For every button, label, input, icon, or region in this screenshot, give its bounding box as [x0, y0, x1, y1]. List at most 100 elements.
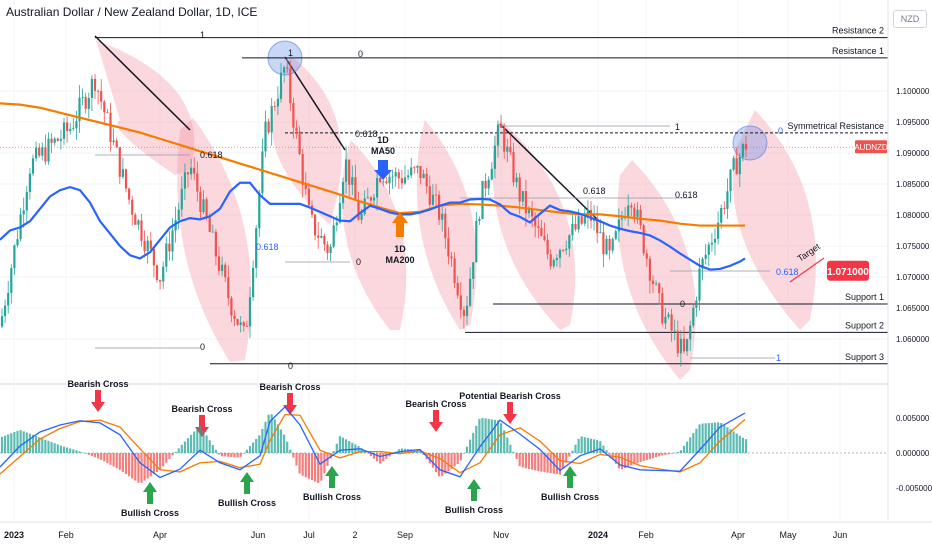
macd-histogram-bar [568, 453, 571, 457]
candle-body [425, 173, 428, 187]
target-value: 1.071000 [827, 267, 869, 278]
candle-body [630, 205, 633, 208]
macd-histogram-bar [13, 432, 16, 453]
currency-badge[interactable]: NZD [893, 10, 927, 28]
candle-body [546, 239, 549, 255]
bearish-cross-label: Potential Bearish Cross [459, 391, 561, 401]
macd-histogram-bar [565, 453, 568, 463]
candle-body [472, 262, 475, 279]
macd-histogram-bar [258, 435, 261, 453]
candle-body [109, 112, 112, 143]
macd-histogram-bar [645, 453, 648, 461]
macd-histogram-bar [701, 423, 704, 453]
candle-body [447, 238, 450, 257]
macd-histogram-bar [382, 453, 385, 462]
candle-body [524, 191, 527, 214]
candle-body [13, 245, 16, 269]
macd-histogram-bar [109, 453, 112, 465]
macd-histogram-bar [329, 453, 332, 459]
macd-histogram-bar [679, 450, 682, 453]
macd-histogram-bar [47, 440, 50, 453]
macd-histogram-bar [298, 453, 301, 474]
macd-histogram-bar [608, 453, 611, 455]
candle-body [717, 222, 720, 239]
candle-body [627, 205, 630, 217]
macd-histogram-bar [155, 453, 159, 473]
macd-histogram-bar [186, 438, 190, 453]
ma50-line [0, 181, 746, 271]
macd-histogram-bar [4, 435, 7, 453]
candle-body [555, 258, 558, 261]
macd-histogram-bar [338, 436, 341, 453]
macd-histogram-bar [227, 453, 230, 457]
trend-line [499, 123, 601, 223]
macd-histogram-bar [372, 453, 376, 459]
macd-histogram-bar [267, 414, 270, 453]
macd-histogram-bar [270, 414, 273, 453]
candle-body [410, 167, 413, 176]
time-tick-label: 2023 [4, 530, 24, 540]
candle-body [686, 339, 689, 352]
candle-body [661, 293, 664, 324]
macd-histogram-bar [106, 453, 109, 464]
candle-body [552, 260, 555, 267]
time-tick-label: Jul [303, 530, 315, 540]
candle-body [534, 216, 537, 227]
fib-label: 0 [200, 342, 205, 352]
candle-body [512, 152, 515, 183]
macd-histogram-bar [726, 427, 729, 453]
macd-histogram-bar [10, 433, 13, 453]
macd-histogram-bar [25, 432, 28, 453]
candle-body [617, 219, 620, 232]
candle-body [28, 173, 31, 192]
macd-histogram-bar [44, 439, 47, 453]
macd-histogram-bar [689, 437, 692, 453]
macd-tick-label: -0.005000 [896, 484, 932, 493]
fib-label: 0.618 [200, 150, 223, 160]
candle-body [75, 121, 78, 129]
macd-histogram-bar [655, 453, 658, 458]
candle-body [4, 305, 7, 317]
macd-histogram-bar [475, 425, 478, 453]
candle-body [444, 213, 447, 239]
candle-body [41, 147, 44, 156]
time-tick-label: Feb [58, 530, 74, 540]
macd-histogram-bar [66, 447, 69, 453]
candle-body [419, 166, 422, 179]
macd-histogram-bar [22, 431, 25, 453]
candle-body [267, 121, 270, 133]
candle-body [59, 138, 62, 141]
candle-body [341, 181, 345, 204]
macd-histogram-bar [593, 439, 596, 453]
candle-body [236, 319, 239, 325]
candle-body [131, 199, 134, 215]
fib-label: 0 [358, 49, 363, 59]
candle-body [620, 218, 624, 220]
macd-histogram-bar [273, 419, 276, 453]
candle-body [738, 156, 741, 175]
candle-body [707, 244, 710, 255]
bearish-cross-arrow [283, 393, 297, 415]
candle-body [84, 97, 87, 109]
candle-body [506, 146, 509, 152]
candle-body [202, 199, 205, 212]
trend-line [94, 35, 191, 131]
macd-histogram-bar [450, 453, 453, 469]
candle-body [636, 209, 639, 217]
macd-histogram-bar [630, 453, 633, 466]
candle-body [682, 338, 686, 352]
macd-histogram-bar [360, 448, 363, 453]
candle-body [310, 205, 314, 215]
macd-histogram-bar [540, 453, 543, 472]
time-tick-label: Jun [833, 530, 848, 540]
candle-body [66, 122, 69, 132]
candle-body [723, 207, 726, 209]
candle-body [577, 216, 580, 230]
fib-label: 0 [356, 257, 361, 267]
macd-histogram-bar [465, 446, 469, 453]
candle-body [224, 264, 227, 278]
macd-histogram-bar [100, 453, 103, 460]
candle-body [146, 240, 149, 251]
candle-body [245, 326, 248, 327]
